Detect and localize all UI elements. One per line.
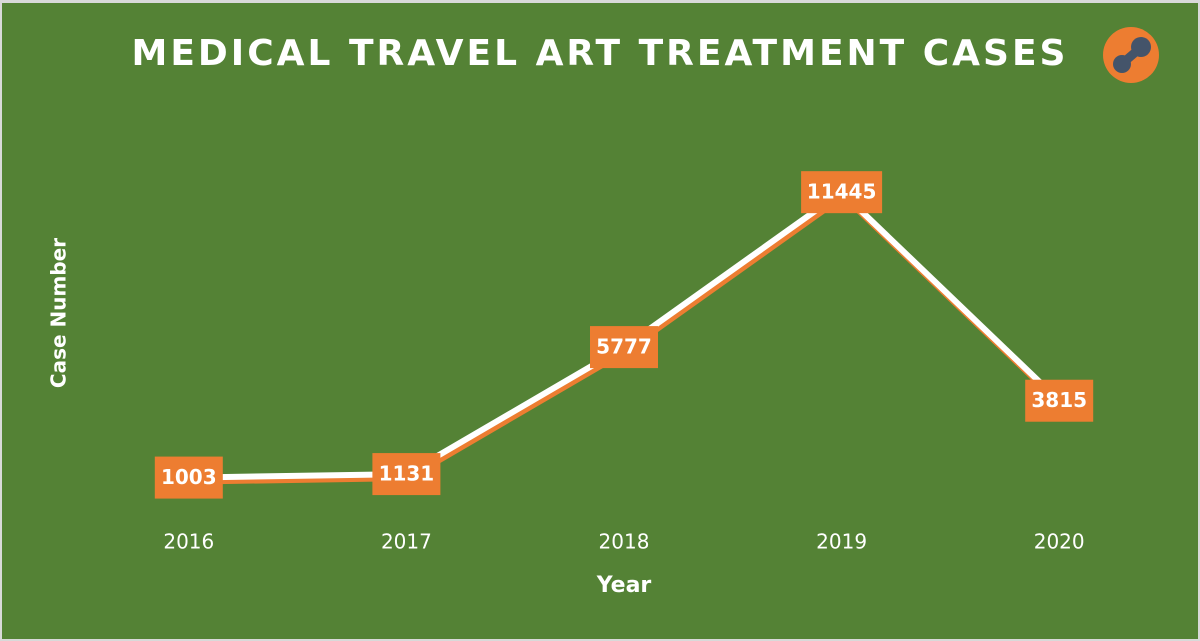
data-label: 1131 (379, 462, 435, 486)
chart-title: MEDICAL TRAVEL ART TREATMENT CASES (132, 33, 1069, 74)
data-label: 3815 (1031, 388, 1087, 412)
data-label-box (1025, 379, 1094, 422)
data-label: 1003 (161, 465, 217, 489)
logo-icon (1103, 27, 1159, 83)
data-label: 5777 (596, 335, 652, 359)
data-label-box (372, 453, 441, 496)
data-label-box (801, 171, 883, 214)
x-tick-label: 2019 (816, 530, 867, 554)
data-label: 11445 (807, 180, 877, 204)
x-tick-label: 2017 (381, 530, 432, 554)
chart-background (2, 3, 1198, 639)
data-label-box (590, 326, 658, 369)
data-label-box (154, 456, 223, 499)
x-axis-label: Year (596, 573, 652, 598)
x-tick-label: 2020 (1034, 530, 1085, 554)
x-tick-label: 2018 (599, 530, 650, 554)
y-axis-label: Case Number (47, 238, 71, 388)
x-tick-label: 2016 (163, 530, 214, 554)
